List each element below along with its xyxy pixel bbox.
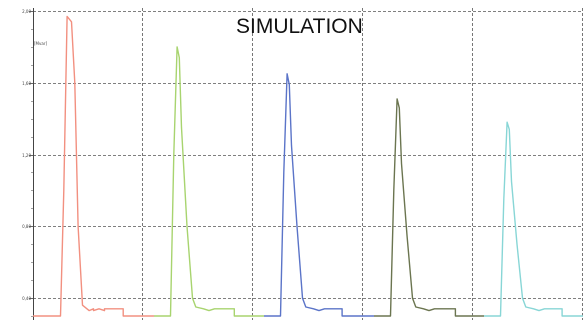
- series: [33, 15, 583, 317]
- y-tick-label: 0,80: [22, 224, 31, 229]
- series-line-5: [484, 121, 583, 317]
- series-line-4: [374, 98, 484, 317]
- series-line-2: [154, 46, 264, 317]
- y-axis: [29, 8, 34, 320]
- y-tick-label: 2,00: [22, 9, 31, 14]
- y-tick-label: 1,20: [22, 153, 31, 158]
- y-tick-label: 1,60: [22, 81, 31, 86]
- y-axis-label: [Mvar]: [34, 41, 47, 46]
- grid: [33, 8, 583, 320]
- chart-title: SIMULATION: [236, 15, 363, 38]
- y-tick-label: 0,40: [22, 296, 31, 301]
- series-line-1: [33, 15, 154, 317]
- series-line-3: [264, 73, 374, 317]
- y-tick-labels: 2,00 1,60 1,20 0,80 0,40: [22, 9, 31, 301]
